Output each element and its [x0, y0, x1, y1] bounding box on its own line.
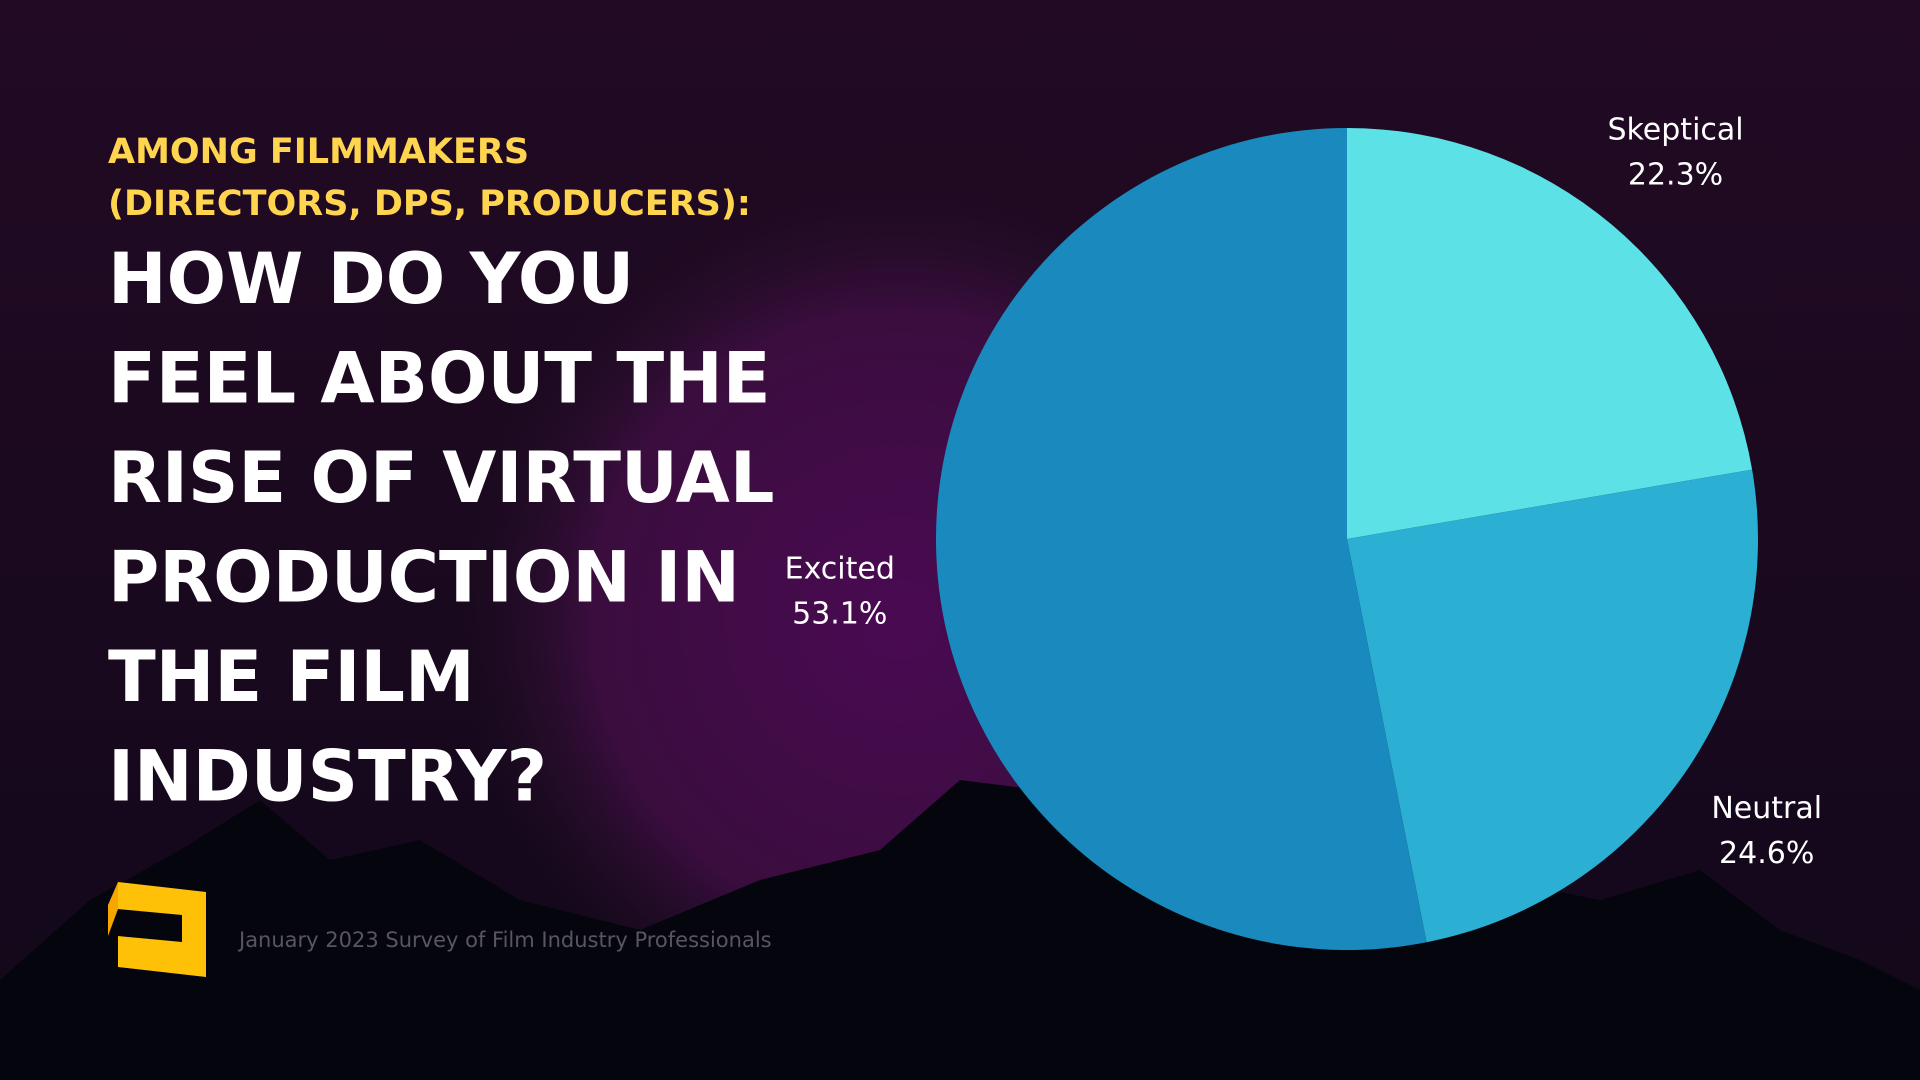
slice-label: Skeptical: [1607, 112, 1743, 147]
chart-title: HOW DO YOU: [108, 238, 634, 320]
footnote: January 2023 Survey of Film Industry Pro…: [237, 928, 772, 952]
pie-slice: [936, 128, 1427, 950]
subtitle: AMONG FILMMAKERS: [108, 132, 529, 172]
chart-title: INDUSTRY?: [108, 736, 547, 818]
chart-title: THE FILM: [108, 636, 475, 718]
chart-title: FEEL ABOUT THE: [108, 338, 771, 420]
pie-slice: [1347, 128, 1753, 539]
slice-value-label: 22.3%: [1628, 157, 1723, 192]
chart-title: RISE OF VIRTUAL: [108, 437, 774, 519]
pie: Skeptical 22.3% Neutral 24.6% Excited 53.1%: [785, 112, 1822, 950]
slice-value-label: 24.6%: [1719, 836, 1814, 871]
logo: [108, 882, 206, 977]
mountains: [0, 780, 1920, 1080]
slice-label: Excited: [785, 552, 895, 587]
slice-label: Neutral: [1711, 791, 1822, 826]
subtitle: (DIRECTORS, DPS, PRODUCERS):: [108, 184, 751, 224]
chart-title: PRODUCTION IN: [108, 537, 740, 619]
pie-slice: [1347, 469, 1758, 943]
slice-value-label: 53.1%: [792, 597, 887, 632]
